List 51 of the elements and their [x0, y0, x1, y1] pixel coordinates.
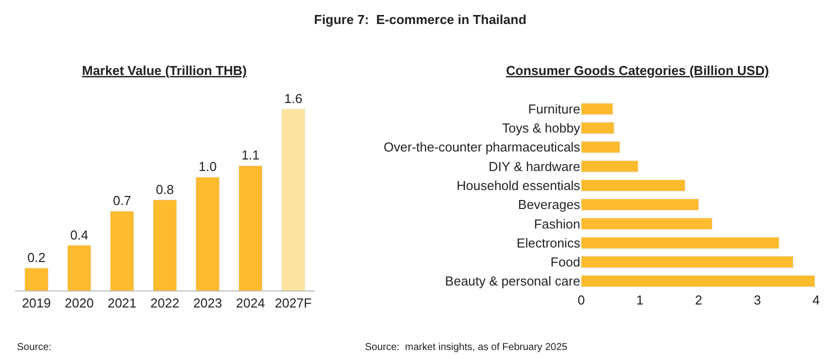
caption: Figure 7: E-commerce in Thailand: [314, 12, 526, 27]
source-note: Source: market insights, as of February 2025: [365, 342, 568, 353]
chart-title: Market Value (Trillion THB): [82, 63, 247, 78]
y-tick-label: Household essentials: [456, 178, 581, 193]
bar: [67, 245, 92, 291]
y-tick-label: Furniture: [528, 101, 580, 116]
data-label: 0.4: [70, 227, 88, 242]
x-tick-label: 2023: [193, 295, 222, 310]
x-tick-label: 2024: [236, 295, 265, 310]
y-tick-label: Food: [550, 254, 580, 270]
data-label: 1.6: [284, 90, 302, 106]
y-tick-label: DIY & hardware: [488, 158, 580, 174]
chart-title: Consumer Goods Categories (Billion USD): [506, 63, 769, 78]
data-label: 1.0: [198, 159, 217, 174]
bar: [581, 160, 638, 172]
bar: [581, 122, 614, 134]
bar: [110, 210, 134, 291]
bar: [581, 218, 712, 230]
bar: [24, 268, 48, 291]
data-label: 0.7: [112, 193, 132, 208]
bar: [581, 141, 620, 154]
y-tick-label: Over-the-counter pharmaceuticals: [384, 140, 581, 155]
y-tick-label: Toys & hobby: [502, 120, 581, 136]
x-tick-label: 2021: [108, 295, 136, 310]
bar: [152, 200, 177, 291]
x-tick-label: 2020: [64, 295, 94, 310]
y-tick-label: Beverages: [518, 197, 581, 212]
y-tick-label: Beauty & personal care: [445, 274, 580, 289]
bar: [238, 165, 262, 291]
x-tick-label: 3: [754, 292, 761, 308]
x-tick-label: 2: [695, 292, 702, 308]
bar: [581, 236, 780, 249]
data-label: 0.2: [27, 250, 46, 265]
bar: [581, 179, 686, 192]
bar: [581, 102, 614, 115]
bar: [581, 256, 794, 268]
bar: [281, 108, 306, 291]
x-tick-label: 2027F: [274, 295, 312, 310]
x-tick-label: 0: [578, 292, 585, 308]
x-tick-label: 4: [812, 292, 820, 308]
x-tick-label: 2022: [150, 295, 180, 310]
x-tick-label: 1: [636, 292, 644, 308]
bar: [581, 198, 699, 211]
bar: [581, 275, 816, 288]
y-tick-label: Electronics: [516, 235, 581, 250]
source-note: Source:: [17, 342, 52, 353]
bar: [196, 176, 220, 291]
data-label: 0.8: [156, 182, 174, 197]
x-tick-label: 2019: [22, 295, 51, 310]
data-label: 1.1: [241, 148, 260, 163]
y-tick-label: Fashion: [534, 216, 580, 232]
